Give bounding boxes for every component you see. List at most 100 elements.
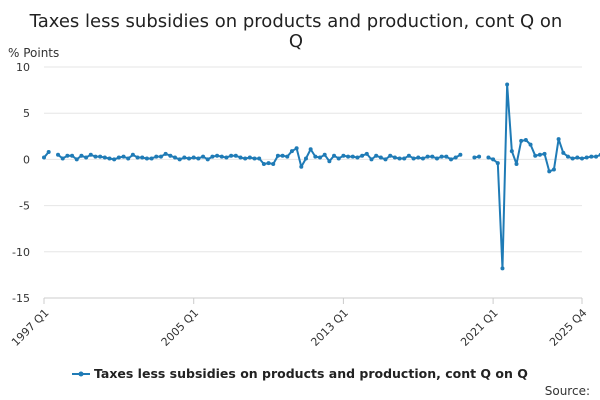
- data-point[interactable]: [158, 154, 163, 159]
- data-point[interactable]: [46, 150, 51, 155]
- data-point[interactable]: [425, 154, 430, 159]
- data-point[interactable]: [589, 154, 594, 159]
- data-point[interactable]: [551, 167, 556, 172]
- data-point[interactable]: [98, 154, 103, 159]
- data-point[interactable]: [519, 138, 524, 143]
- data-point[interactable]: [74, 157, 79, 162]
- data-point[interactable]: [561, 150, 566, 155]
- data-point[interactable]: [224, 155, 229, 160]
- data-point[interactable]: [402, 156, 407, 161]
- data-point[interactable]: [565, 154, 570, 159]
- data-point[interactable]: [182, 155, 187, 160]
- data-point[interactable]: [238, 155, 243, 160]
- data-point[interactable]: [130, 152, 135, 157]
- data-point[interactable]: [252, 156, 257, 161]
- data-point[interactable]: [79, 153, 84, 158]
- data-point[interactable]: [299, 164, 304, 169]
- data-point[interactable]: [430, 154, 435, 159]
- data-point[interactable]: [406, 153, 411, 158]
- data-point[interactable]: [509, 149, 514, 154]
- data-point[interactable]: [350, 154, 355, 159]
- data-point[interactable]: [444, 154, 449, 159]
- data-point[interactable]: [318, 155, 323, 160]
- data-point[interactable]: [154, 154, 159, 159]
- data-point[interactable]: [84, 155, 89, 160]
- data-point[interactable]: [477, 154, 482, 159]
- data-point[interactable]: [537, 152, 542, 157]
- data-point[interactable]: [378, 155, 383, 160]
- data-point[interactable]: [575, 155, 580, 160]
- data-point[interactable]: [261, 162, 266, 167]
- data-point[interactable]: [303, 156, 308, 161]
- data-point[interactable]: [547, 169, 552, 174]
- data-point[interactable]: [594, 154, 599, 159]
- data-point[interactable]: [88, 152, 93, 157]
- data-point[interactable]: [514, 162, 519, 167]
- data-point[interactable]: [556, 137, 561, 142]
- data-point[interactable]: [149, 156, 154, 161]
- data-point[interactable]: [144, 156, 149, 161]
- data-point[interactable]: [280, 153, 285, 158]
- data-point[interactable]: [294, 146, 299, 151]
- data-point[interactable]: [289, 149, 294, 154]
- data-point[interactable]: [102, 155, 107, 160]
- data-point[interactable]: [308, 147, 313, 152]
- data-point[interactable]: [392, 155, 397, 160]
- data-point[interactable]: [523, 138, 528, 142]
- data-point[interactable]: [322, 152, 327, 157]
- data-point[interactable]: [93, 154, 98, 159]
- data-point[interactable]: [215, 153, 220, 158]
- data-point[interactable]: [364, 151, 369, 156]
- data-point[interactable]: [332, 153, 337, 158]
- data-point[interactable]: [187, 156, 192, 161]
- data-point[interactable]: [177, 157, 182, 162]
- data-point[interactable]: [219, 154, 224, 159]
- data-point[interactable]: [271, 162, 276, 167]
- data-point[interactable]: [196, 156, 201, 161]
- data-point[interactable]: [449, 157, 454, 162]
- data-point[interactable]: [416, 155, 421, 160]
- data-point[interactable]: [70, 153, 75, 158]
- data-point[interactable]: [201, 154, 206, 159]
- data-point[interactable]: [336, 156, 341, 161]
- data-point[interactable]: [397, 156, 402, 161]
- data-point[interactable]: [60, 156, 65, 161]
- data-point[interactable]: [121, 154, 126, 159]
- data-point[interactable]: [112, 157, 117, 162]
- data-point[interactable]: [191, 155, 196, 160]
- data-point[interactable]: [327, 159, 332, 164]
- data-point[interactable]: [163, 151, 168, 156]
- data-point[interactable]: [116, 155, 121, 160]
- data-point[interactable]: [42, 155, 46, 160]
- data-point[interactable]: [434, 156, 439, 161]
- data-point[interactable]: [172, 155, 177, 160]
- data-point[interactable]: [346, 154, 351, 159]
- data-point[interactable]: [528, 142, 533, 147]
- data-point[interactable]: [505, 82, 510, 87]
- data-point[interactable]: [580, 156, 584, 161]
- data-point[interactable]: [458, 152, 463, 157]
- data-point[interactable]: [233, 153, 238, 158]
- data-point[interactable]: [491, 157, 496, 162]
- data-point[interactable]: [383, 157, 388, 162]
- data-point[interactable]: [168, 153, 173, 158]
- data-point[interactable]: [533, 153, 538, 158]
- data-point[interactable]: [56, 152, 61, 157]
- data-point[interactable]: [257, 156, 262, 161]
- data-point[interactable]: [495, 161, 500, 166]
- data-point[interactable]: [411, 156, 416, 161]
- data-point[interactable]: [275, 153, 280, 158]
- data-point[interactable]: [107, 156, 112, 161]
- data-point[interactable]: [285, 154, 290, 159]
- data-point[interactable]: [542, 151, 547, 156]
- data-point[interactable]: [453, 155, 458, 160]
- data-point[interactable]: [229, 153, 234, 158]
- data-point[interactable]: [500, 266, 505, 271]
- data-point[interactable]: [247, 155, 252, 160]
- data-point[interactable]: [472, 155, 477, 160]
- data-point[interactable]: [355, 155, 360, 160]
- data-point[interactable]: [65, 153, 70, 158]
- data-point[interactable]: [205, 157, 210, 162]
- data-point[interactable]: [374, 153, 379, 158]
- data-point[interactable]: [369, 157, 374, 162]
